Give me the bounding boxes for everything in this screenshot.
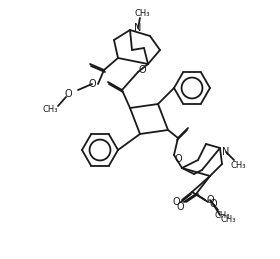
Text: CH₃: CH₃ — [134, 9, 150, 18]
Text: O: O — [64, 89, 72, 99]
Text: CH₃: CH₃ — [230, 162, 246, 170]
Text: CH₃: CH₃ — [42, 105, 58, 114]
Text: O: O — [206, 195, 214, 205]
Text: N: N — [134, 23, 142, 33]
Text: CH₃: CH₃ — [214, 212, 230, 220]
Text: O: O — [88, 79, 96, 89]
Text: CH₃: CH₃ — [220, 215, 236, 225]
Text: O: O — [209, 199, 217, 209]
Text: O: O — [138, 65, 146, 75]
Text: O: O — [174, 154, 182, 164]
Text: N: N — [222, 147, 230, 157]
Text: O: O — [172, 197, 180, 207]
Text: O: O — [176, 202, 184, 212]
